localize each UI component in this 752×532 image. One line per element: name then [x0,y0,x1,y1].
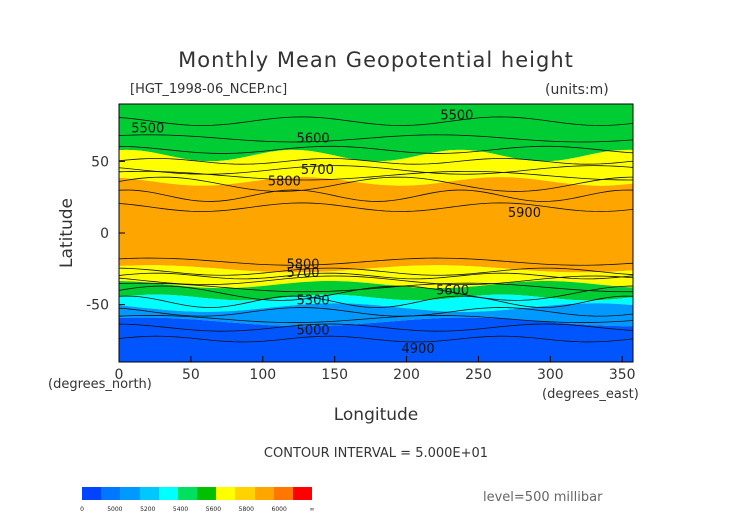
contour-lines [119,116,633,343]
chart-title: Monthly Mean Geopotential height [178,48,574,72]
x-tick-label: 350 [609,367,636,383]
contour-value-label: 5300 [297,293,330,308]
colorbar-label: 5800 [238,506,254,513]
contour-interval-label: CONTOUR INTERVAL = 5.000E+01 [263,446,489,461]
contour-value-label: 5500 [440,108,473,123]
y-tick-label: 0 [100,226,109,242]
contour-band [119,281,633,301]
contour-line [119,116,633,126]
contour-line [119,307,633,317]
axis-ticks: 0 50 100 150 200 250 300 350 50 0 -50 [86,154,635,383]
contour-band [119,317,633,362]
level-label: level=500 millibar [483,490,603,505]
x-axis-title: Longitude [334,405,419,425]
y-unit-label: (degrees_north) [48,377,152,392]
contour-value-label: 4900 [402,342,435,357]
contour-line [119,189,633,202]
contour-value-label: 5000 [297,323,330,338]
contour-line [119,145,633,154]
contour-line [119,267,633,276]
contour-line [119,158,633,165]
x-tick-label: 100 [249,367,276,383]
y-tick-label: 50 [91,154,109,170]
contour-line [119,202,633,212]
colorbar-segment [120,487,140,500]
contour-line [119,282,633,293]
contour-line [119,176,633,192]
contour-line [119,323,633,332]
contour-line [119,165,633,175]
contour-value-label: 5700 [286,266,319,281]
contour-band [119,177,633,273]
colorbar-label: ∞ [309,506,315,513]
x-tick-label: 150 [321,367,348,383]
colorbar-segment [197,487,217,500]
colorbar-segment [273,487,293,500]
colorbar-label: 5400 [172,506,189,513]
colorbar-label: 0 [80,506,84,513]
colorbar-label: 6000 [271,506,287,513]
units-label: (units:m) [545,82,609,98]
colorbar-segment [158,487,178,500]
contour-line [119,295,633,308]
contour-value-label: 5600 [436,283,469,298]
contour-value-label: 5900 [508,206,541,221]
x-tick-label: 50 [182,367,200,383]
y-axis-title: Latitude [57,198,77,268]
contour-line [119,257,633,266]
y-tick-label: -50 [86,298,109,314]
colorbar [82,487,313,500]
contour-line [119,285,633,301]
contour-labels: 5500560055005700580059005800570056005300… [131,108,541,357]
colorbar-segment [139,487,159,500]
contour-line [119,272,633,280]
contour-line [119,275,633,285]
colorbar-segment [177,487,198,500]
x-tick-label: 300 [537,367,564,383]
colorbar-label: 5600 [205,506,222,513]
contour-value-label: 5800 [286,258,319,273]
dataset-label: [HGT_1998-06_NCEP.nc] [130,82,288,97]
colorbar-segment [254,487,274,500]
colorbar-segment [216,487,236,500]
contour-band [119,104,633,162]
x-unit-label: (degrees_east) [542,387,639,402]
x-tick-label: 250 [465,367,492,383]
x-tick-label: 200 [393,367,420,383]
contour-value-label: 5800 [268,174,301,189]
colorbar-segment [292,487,313,500]
contour-line [119,134,633,143]
contour-value-label: 5700 [301,163,334,178]
colorbar-segment [235,487,255,500]
contour-value-label: 5500 [131,121,164,136]
colorbar-segment [101,487,121,500]
colorbar-segment [82,487,102,500]
contour-line [119,315,633,323]
colorbar-label: 5000 [107,506,123,513]
x-tick-label: 0 [115,367,124,383]
contour-line [119,335,633,343]
contour-line [119,170,633,181]
contour-value-label: 5600 [297,131,330,146]
colorbar-label: 5200 [140,506,156,513]
